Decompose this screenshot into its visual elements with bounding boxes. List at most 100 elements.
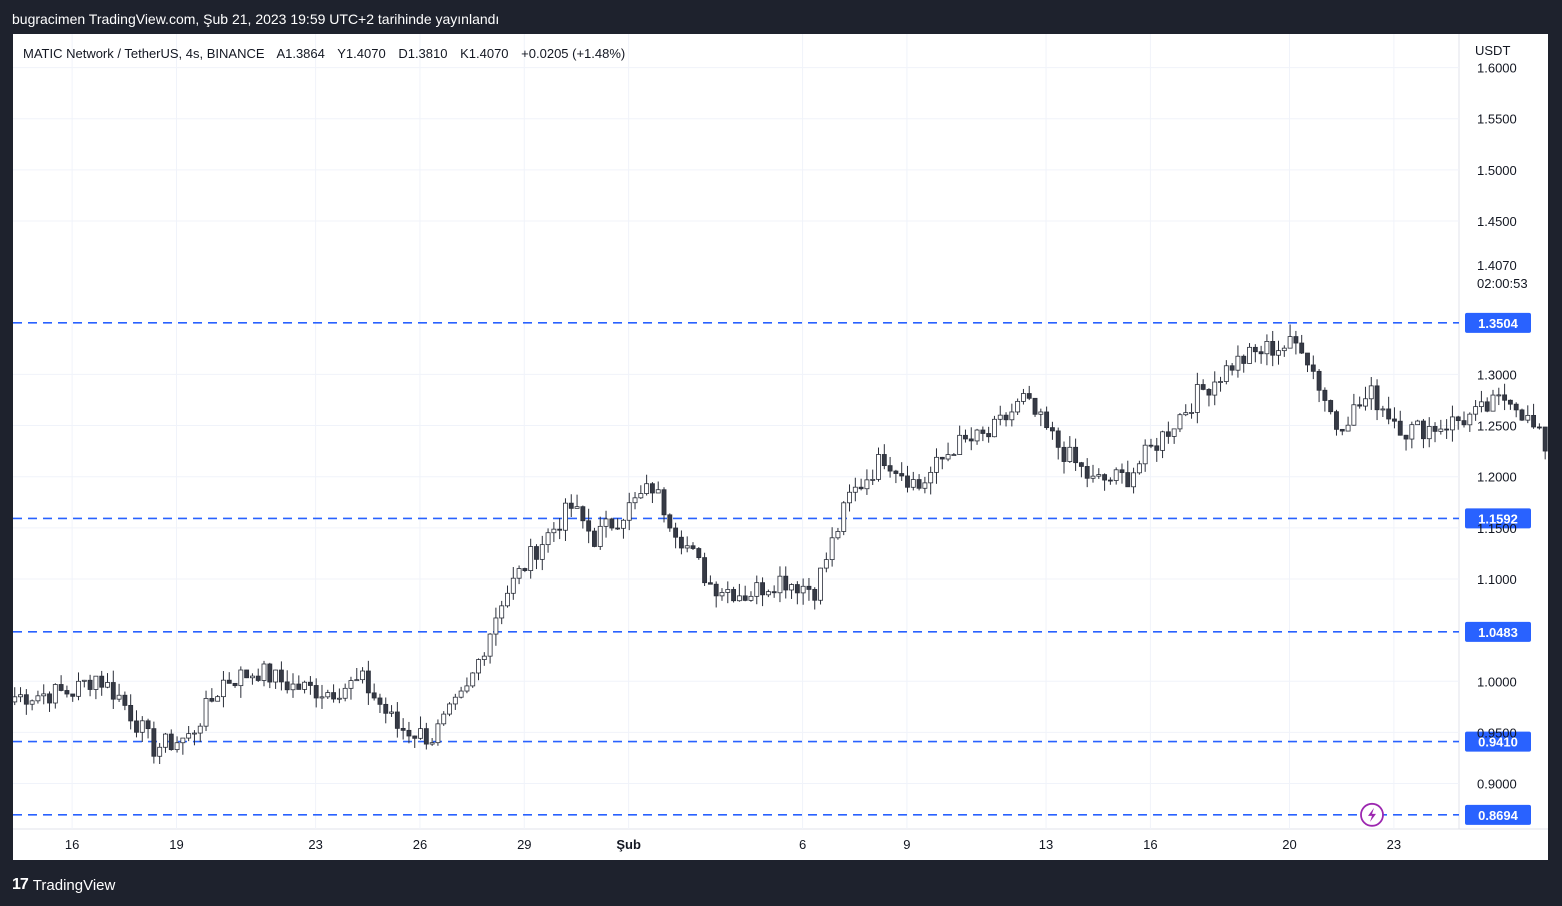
- candle-down: [707, 582, 713, 585]
- candle-down: [244, 669, 250, 679]
- candle-down: [1531, 414, 1537, 428]
- time-tick-label: 13: [1039, 837, 1053, 852]
- candle-down: [1165, 431, 1171, 437]
- candle-up: [505, 592, 510, 607]
- candle-up: [481, 655, 487, 660]
- candle-down: [64, 690, 70, 695]
- candle-down: [1322, 389, 1328, 401]
- candle-up: [197, 725, 203, 734]
- candle-up: [847, 491, 852, 504]
- price-tick-label: 1.5000: [1477, 163, 1517, 178]
- candle-up: [261, 663, 267, 681]
- candle-down: [661, 489, 667, 516]
- candle-up: [626, 502, 632, 521]
- candle-down: [1513, 403, 1519, 411]
- candle-up: [1090, 475, 1096, 479]
- candle-up: [290, 683, 296, 691]
- candle-down: [168, 733, 174, 751]
- candle-down: [1241, 355, 1247, 364]
- candle-down: [702, 557, 708, 584]
- candle-up: [203, 698, 209, 727]
- candle-down: [110, 682, 116, 700]
- countdown-label: 02:00:53: [1477, 276, 1528, 291]
- candle-up: [1038, 411, 1044, 415]
- price-axis: USDT 1.6000 1.5500 1.5000 1.4500 1.3000 1.2500…: [1475, 43, 1517, 792]
- candle-up: [922, 482, 928, 489]
- candle-up: [186, 733, 192, 739]
- candle-down: [881, 454, 887, 467]
- candle-up: [1177, 414, 1183, 430]
- candle-down: [696, 548, 702, 559]
- candle-up: [1235, 355, 1241, 371]
- candle-up: [725, 589, 731, 593]
- candle-up: [464, 685, 470, 692]
- candle-up: [389, 711, 394, 714]
- candle-up: [684, 545, 690, 549]
- candle-up: [336, 697, 342, 700]
- candle-up: [655, 489, 661, 494]
- candle-up: [765, 591, 771, 596]
- candle-down: [1084, 466, 1090, 479]
- candle-up: [644, 483, 650, 494]
- candle-down: [255, 675, 261, 681]
- candle-down: [423, 728, 429, 745]
- candle-up: [273, 669, 279, 683]
- candle-down: [678, 536, 684, 549]
- candle-down: [980, 429, 986, 434]
- symbol-legend: MATIC Network / TetherUS, 4s, BINANCE A1…: [23, 46, 634, 61]
- chart-frame[interactable]: 1.3504 1.1592 1.0483 0.9410 0.8694 USDT 1.600…: [13, 34, 1548, 860]
- candle-up: [487, 633, 493, 657]
- candle-down: [232, 682, 238, 687]
- candle-down: [412, 735, 418, 739]
- candle-down: [47, 693, 52, 704]
- candle-down: [284, 681, 290, 691]
- candle-down: [968, 438, 974, 442]
- candle-up: [800, 585, 806, 594]
- candle-down: [70, 693, 76, 697]
- candle-up: [1449, 416, 1455, 431]
- time-tick-label: 9: [903, 837, 910, 852]
- candle-down: [1293, 336, 1299, 344]
- candle-down: [1078, 462, 1084, 467]
- tradingview-logo[interactable]: 17 TradingView: [12, 876, 115, 894]
- price-tick-label: 1.0000: [1477, 674, 1517, 689]
- candle-down: [128, 705, 134, 722]
- candle-down: [1206, 389, 1212, 396]
- candlestick-chart[interactable]: 1.3504 1.1592 1.0483 0.9410 0.8694 USDT 1.600…: [13, 34, 1548, 860]
- candle-down: [296, 683, 302, 690]
- currency-label: USDT: [1475, 43, 1510, 58]
- candle-down: [615, 527, 621, 530]
- candle-down: [145, 720, 151, 730]
- price-tick-label: 0.9000: [1477, 777, 1517, 792]
- candle-down: [1328, 400, 1334, 413]
- candle-down: [1299, 342, 1305, 354]
- candle-up: [574, 506, 580, 509]
- candle-down: [1334, 411, 1339, 430]
- candle-up: [992, 418, 997, 438]
- candle-down: [1444, 428, 1450, 431]
- candle-down: [331, 692, 337, 700]
- time-tick-label: 19: [169, 837, 183, 852]
- level-label-bg: [1465, 312, 1531, 333]
- candle-up: [1426, 426, 1432, 440]
- candle-up: [777, 575, 783, 594]
- candle-down: [812, 589, 818, 601]
- candle-down: [1200, 384, 1206, 390]
- candle-down: [522, 568, 528, 571]
- time-tick-label: 16: [1143, 837, 1157, 852]
- candle-up: [621, 519, 626, 529]
- candle-up: [551, 528, 557, 534]
- candle-down: [916, 479, 922, 489]
- candle-up: [360, 670, 365, 681]
- candle-down: [87, 679, 93, 690]
- candle-up: [934, 456, 939, 473]
- candle-down: [806, 585, 812, 590]
- candle-up: [563, 502, 568, 531]
- candle-down: [690, 545, 696, 549]
- candle-up: [1496, 394, 1502, 397]
- time-axis: 16 19 23 26 29 Şub 6 9 13 16 20 23: [65, 837, 1401, 852]
- candle-up: [539, 544, 545, 560]
- published-text: bugracimen TradingView.com, Şub 21, 2023…: [12, 11, 500, 27]
- candle-up: [1351, 404, 1357, 426]
- candle-up: [470, 672, 476, 687]
